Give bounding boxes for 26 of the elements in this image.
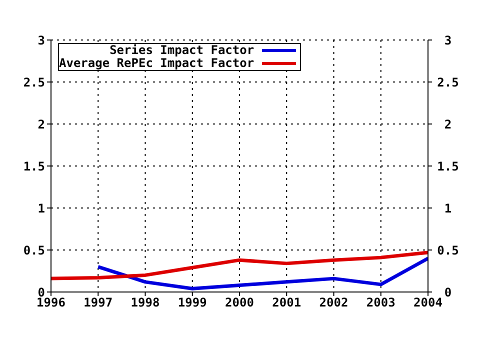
x-tick-label: 2001 [272, 296, 302, 310]
y2-tick-label: 1.5 [437, 159, 459, 174]
y2-tick-label: 0.5 [437, 243, 459, 258]
legend-label: Average RePEc Impact Factor [59, 56, 254, 70]
y2-tick-label: 0 [444, 285, 452, 300]
line-series [96, 256, 428, 290]
x-tick-label: 2002 [319, 296, 348, 310]
x-tick-label: 1999 [178, 296, 207, 310]
x-tick-label: 1996 [36, 296, 66, 310]
x-tick-label: 2004 [414, 296, 442, 310]
y-tick-label: 0.5 [23, 243, 45, 258]
legend-label: Series Impact Factor [110, 43, 254, 57]
line-series [51, 250, 428, 280]
x-tick-label: 1998 [130, 296, 160, 310]
y2-tick-label: 3 [444, 33, 452, 48]
y-tick-label: 2 [38, 117, 45, 132]
x-tick-label: 1997 [84, 296, 113, 310]
x-tick-label: 2003 [366, 296, 396, 310]
y-tick-label: 2.5 [23, 75, 45, 90]
y2-tick-label: 2 [444, 117, 452, 132]
y2-tick-label: 2.5 [437, 75, 459, 90]
y-tick-label: 3 [38, 33, 45, 48]
y-tick-label: 1 [38, 201, 45, 216]
y2-tick-label: 1 [444, 201, 452, 216]
y-tick-label: 1.5 [23, 159, 45, 174]
x-tick-label: 2000 [225, 296, 254, 310]
